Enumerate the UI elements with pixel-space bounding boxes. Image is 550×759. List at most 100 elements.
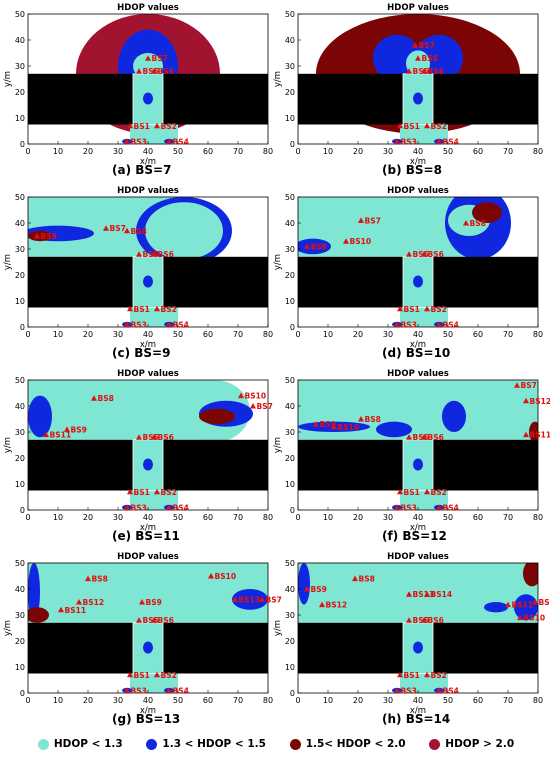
y-tick-label: 0: [290, 140, 295, 149]
building-right: [163, 439, 268, 491]
base-station-label: BS5: [143, 67, 159, 76]
base-station-marker: [406, 251, 412, 257]
region-cyan: [400, 307, 448, 327]
building-left: [298, 622, 403, 674]
base-station-label: BS1: [134, 671, 150, 680]
y-tick-label: 10: [15, 297, 25, 306]
base-station-marker: [343, 238, 349, 244]
base-station-label: BS8: [98, 394, 114, 403]
base-station-marker: [436, 504, 442, 510]
base-station-label: BS2: [161, 122, 177, 131]
hdop-panel: 0 10 20 30 40 50 60 70 80 0 10 20 30 40 50 HDOP values x…: [0, 366, 275, 549]
y-axis-label: y/m: [3, 71, 13, 87]
base-station-marker: [505, 601, 511, 608]
legend-item-blue: 1.3 < HDOP < 1.5: [146, 738, 266, 750]
corridor-outline: [402, 622, 434, 674]
x-tick-label: 50: [173, 147, 183, 156]
base-station-marker: [424, 671, 430, 678]
y-tick-label: 30: [15, 62, 25, 71]
region-cyan: [28, 563, 268, 623]
region-blue: [298, 563, 310, 605]
base-station-label: BS1: [404, 671, 420, 680]
base-station-marker: [259, 596, 265, 602]
base-station-marker: [352, 575, 358, 582]
base-station-marker: [436, 687, 442, 693]
base-station-label: BS4: [173, 137, 189, 146]
region-blue: [28, 395, 52, 438]
legend-swatch-cyan: [37, 738, 49, 750]
region-cyan: [145, 202, 223, 260]
y-tick-label: 0: [290, 689, 295, 698]
y-axis-label: y/m: [273, 71, 283, 87]
base-station-marker: [64, 426, 70, 432]
base-station-label: BS6: [428, 67, 444, 76]
base-station-marker: [304, 586, 310, 592]
x-tick-label: 20: [353, 330, 363, 339]
base-station-label: BS5: [413, 250, 429, 259]
x-tick-label: 40: [413, 330, 423, 339]
base-station-marker: [124, 687, 130, 693]
y-tick-label: 50: [15, 10, 25, 19]
x-tick-label: 10: [323, 330, 333, 339]
legend-swatch-dark-red: [289, 738, 301, 750]
base-station-label: BS10: [245, 392, 267, 401]
y-tick-label: 30: [285, 428, 295, 437]
legend-label: HDOP < 1.3: [53, 738, 123, 750]
x-tick-label: 80: [533, 147, 543, 156]
x-axis-label: x/m: [140, 706, 156, 716]
building-left: [28, 256, 133, 308]
x-tick-label: 80: [533, 696, 543, 705]
corridor-outline: [132, 256, 164, 308]
x-tick-label: 10: [323, 147, 333, 156]
base-station-marker: [394, 321, 400, 327]
coverage-map: [28, 14, 268, 144]
base-station-label: BS3: [131, 686, 147, 695]
base-station-marker: [136, 251, 142, 257]
corridor-outline: [132, 622, 164, 674]
base-station-marker: [424, 305, 430, 312]
x-tick-label: 70: [233, 330, 243, 339]
building-right: [433, 73, 538, 125]
x-tick-label: 20: [83, 696, 93, 705]
x-tick-label: 40: [143, 330, 153, 339]
base-station-marker: [436, 138, 442, 144]
x-tick-label: 80: [533, 513, 543, 522]
base-station-label: BS7: [539, 598, 550, 607]
x-tick-label: 20: [83, 330, 93, 339]
x-tick-label: 50: [443, 696, 453, 705]
region-cyan: [400, 673, 448, 693]
base-station-label: BS8: [131, 227, 147, 236]
x-tick-label: 30: [113, 696, 123, 705]
x-tick-label: 50: [173, 330, 183, 339]
hdop-plot: 0 10 20 30 40 50 60 70 80 0 10 20 30 40 50 HDOP values x…: [273, 552, 550, 716]
base-station-marker: [76, 599, 82, 605]
x-tick-label: 60: [203, 696, 213, 705]
region-cyan: [130, 307, 178, 327]
region-blue: [143, 275, 153, 288]
x-tick-label: 70: [503, 696, 513, 705]
coverage-map: [298, 14, 538, 144]
base-station-label: BS4: [443, 320, 459, 329]
base-station-label: BS6: [428, 433, 444, 442]
building-left: [28, 439, 133, 491]
base-station-label: BS5: [413, 433, 429, 442]
y-tick-label: 10: [285, 297, 295, 306]
base-station-marker: [319, 601, 325, 608]
base-station-label: BS6: [158, 433, 174, 442]
y-tick-label: 10: [285, 114, 295, 123]
base-station-label: BS10: [215, 572, 237, 581]
base-station-label: BS11: [512, 601, 534, 610]
y-tick-label: 40: [285, 402, 295, 411]
y-tick-label: 10: [15, 663, 25, 672]
region-cyan: [400, 124, 448, 144]
base-station-marker: [208, 573, 214, 579]
hdop-plot: 0 10 20 30 40 50 60 70 80 0 10 20 30 40 50 HDOP values x…: [3, 186, 273, 350]
corridor-outline: [402, 256, 434, 308]
x-tick-label: 0: [295, 147, 300, 156]
legend: HDOP < 1.3 1.3 < HDOP < 1.5 1.5< HDOP < …: [26, 733, 526, 755]
building-left: [298, 256, 403, 308]
base-station-label: BS4: [173, 686, 189, 695]
y-tick-label: 40: [285, 219, 295, 228]
base-station-label: BS1: [404, 488, 420, 497]
base-station-label: BS6: [158, 67, 174, 76]
